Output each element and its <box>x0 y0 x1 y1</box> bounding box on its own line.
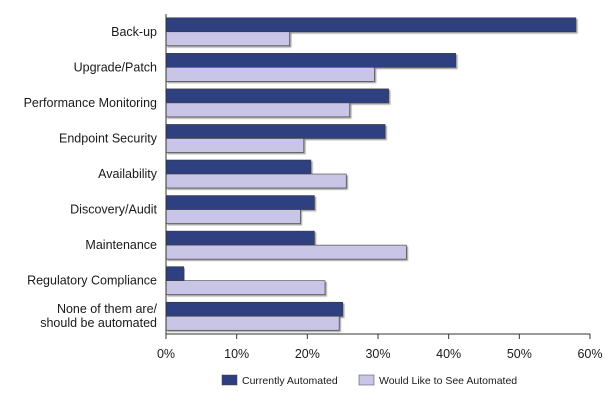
category-label-8: None of them are/should be automated <box>40 302 157 330</box>
bar-currently-automated-8 <box>165 301 343 317</box>
category-label-4: Availability <box>98 167 158 181</box>
category-label-1: Upgrade/Patch <box>74 60 157 74</box>
bar-would-like-automated-5 <box>165 209 301 224</box>
category-label-0: Back-up <box>111 25 157 39</box>
bar-would-like-automated-3 <box>165 138 305 153</box>
bar-would-like-automated-1 <box>165 67 375 82</box>
x-tick-label-0: 0% <box>157 347 175 361</box>
x-axis: 0% 10% 20% 30% 40% 50% 60% <box>157 14 603 361</box>
x-tick-label-5: 50% <box>507 347 532 361</box>
bar-would-like-automated-8 <box>165 315 340 331</box>
bar-would-like-automated-4 <box>165 173 347 189</box>
category-label-5: Discovery/Audit <box>70 203 157 217</box>
bars-layer <box>165 17 577 331</box>
category-labels: Back-up Upgrade/Patch Performance Monitori… <box>24 25 158 330</box>
legend-label-1: Would Like to See Automated <box>379 375 517 387</box>
bar-would-like-automated-6 <box>165 244 407 260</box>
bar-currently-automated-1 <box>165 53 457 68</box>
bar-currently-automated-4 <box>165 159 312 175</box>
category-label-6: Maintenance <box>85 238 157 252</box>
bar-currently-automated-3 <box>165 124 386 139</box>
legend-swatch-0 <box>221 374 238 386</box>
category-label-7: Regulatory Compliance <box>27 274 157 288</box>
x-tick-label-3: 30% <box>365 347 390 361</box>
x-tick-label-1: 10% <box>224 347 249 361</box>
bar-currently-automated-5 <box>165 195 315 210</box>
category-label-2: Performance Monitoring <box>24 96 157 110</box>
bar-currently-automated-2 <box>165 88 389 104</box>
legend-swatch-1 <box>358 374 375 386</box>
x-tick-label-2: 20% <box>295 347 320 361</box>
category-label-3: Endpoint Security <box>59 131 158 145</box>
legend: Currently Automated Would Like to See Aut… <box>221 374 517 387</box>
x-tick-label-6: 60% <box>577 347 602 361</box>
bar-currently-automated-0 <box>165 17 577 33</box>
x-tick-label-4: 40% <box>436 347 461 361</box>
bar-currently-automated-6 <box>165 230 315 246</box>
bar-would-like-automated-2 <box>165 102 351 118</box>
bar-would-like-automated-7 <box>165 280 326 295</box>
bar-currently-automated-7 <box>165 266 184 281</box>
legend-label-0: Currently Automated <box>242 375 338 387</box>
bar-would-like-automated-0 <box>165 31 290 47</box>
